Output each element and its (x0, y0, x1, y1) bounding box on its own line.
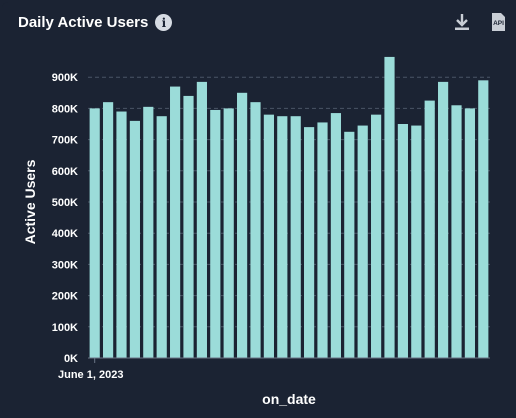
bar[interactable] (344, 131, 355, 358)
bar[interactable] (451, 105, 462, 358)
bar[interactable] (304, 127, 315, 359)
bar[interactable] (411, 125, 422, 358)
bar[interactable] (103, 102, 114, 358)
chart-title: Daily Active Users (18, 14, 149, 31)
y-tick-label: 400K (52, 228, 78, 240)
bar[interactable] (424, 100, 435, 358)
y-tick-label: 800K (52, 103, 78, 115)
bar[interactable] (223, 108, 234, 359)
bar[interactable] (263, 114, 274, 358)
grid-lines (88, 76, 490, 328)
bar[interactable] (89, 108, 100, 359)
api-icon-label: API (493, 20, 504, 27)
y-tick-label: 500K (52, 197, 78, 209)
bar[interactable] (290, 116, 301, 358)
bar[interactable] (250, 102, 261, 358)
bar[interactable] (384, 56, 395, 359)
y-tick-label: 0K (64, 353, 78, 365)
bar[interactable] (438, 81, 449, 358)
bar[interactable] (277, 116, 288, 358)
y-axis-label: Active Users (22, 159, 38, 244)
y-tick-label: 600K (52, 166, 78, 178)
x-tick-label: June 1, 2023 (58, 369, 123, 381)
bar[interactable] (210, 109, 221, 359)
bar[interactable] (129, 120, 140, 358)
bar[interactable] (143, 106, 154, 358)
y-tick-label: 700K (52, 135, 78, 147)
chart-title-row: Daily Active Users i (18, 14, 173, 31)
download-icon[interactable] (452, 12, 472, 32)
x-tick-labels: June 1, 2023 (58, 358, 123, 381)
bars (89, 56, 489, 359)
bar[interactable] (317, 122, 328, 358)
bar[interactable] (357, 125, 368, 358)
x-axis-label: on_date (262, 391, 316, 407)
api-icon[interactable]: API (488, 12, 508, 32)
bar[interactable] (183, 95, 194, 359)
bar[interactable] (156, 116, 167, 358)
y-tick-labels: 0K 100K 200K 300K 400K 500K 600K 700K 800K 900K (52, 72, 78, 365)
bar[interactable] (397, 124, 408, 358)
bar[interactable] (464, 108, 475, 359)
y-tick-label: 200K (52, 291, 78, 303)
y-tick-label: 900K (52, 72, 78, 84)
bar[interactable] (170, 86, 181, 358)
bar[interactable] (478, 80, 489, 358)
bar[interactable] (237, 92, 248, 359)
bar[interactable] (196, 81, 207, 358)
y-tick-label: 100K (52, 322, 78, 334)
bar[interactable] (371, 114, 382, 358)
bar[interactable] (330, 113, 341, 358)
bar[interactable] (116, 111, 127, 359)
info-icon[interactable]: i (155, 14, 173, 31)
y-tick-label: 300K (52, 259, 78, 271)
